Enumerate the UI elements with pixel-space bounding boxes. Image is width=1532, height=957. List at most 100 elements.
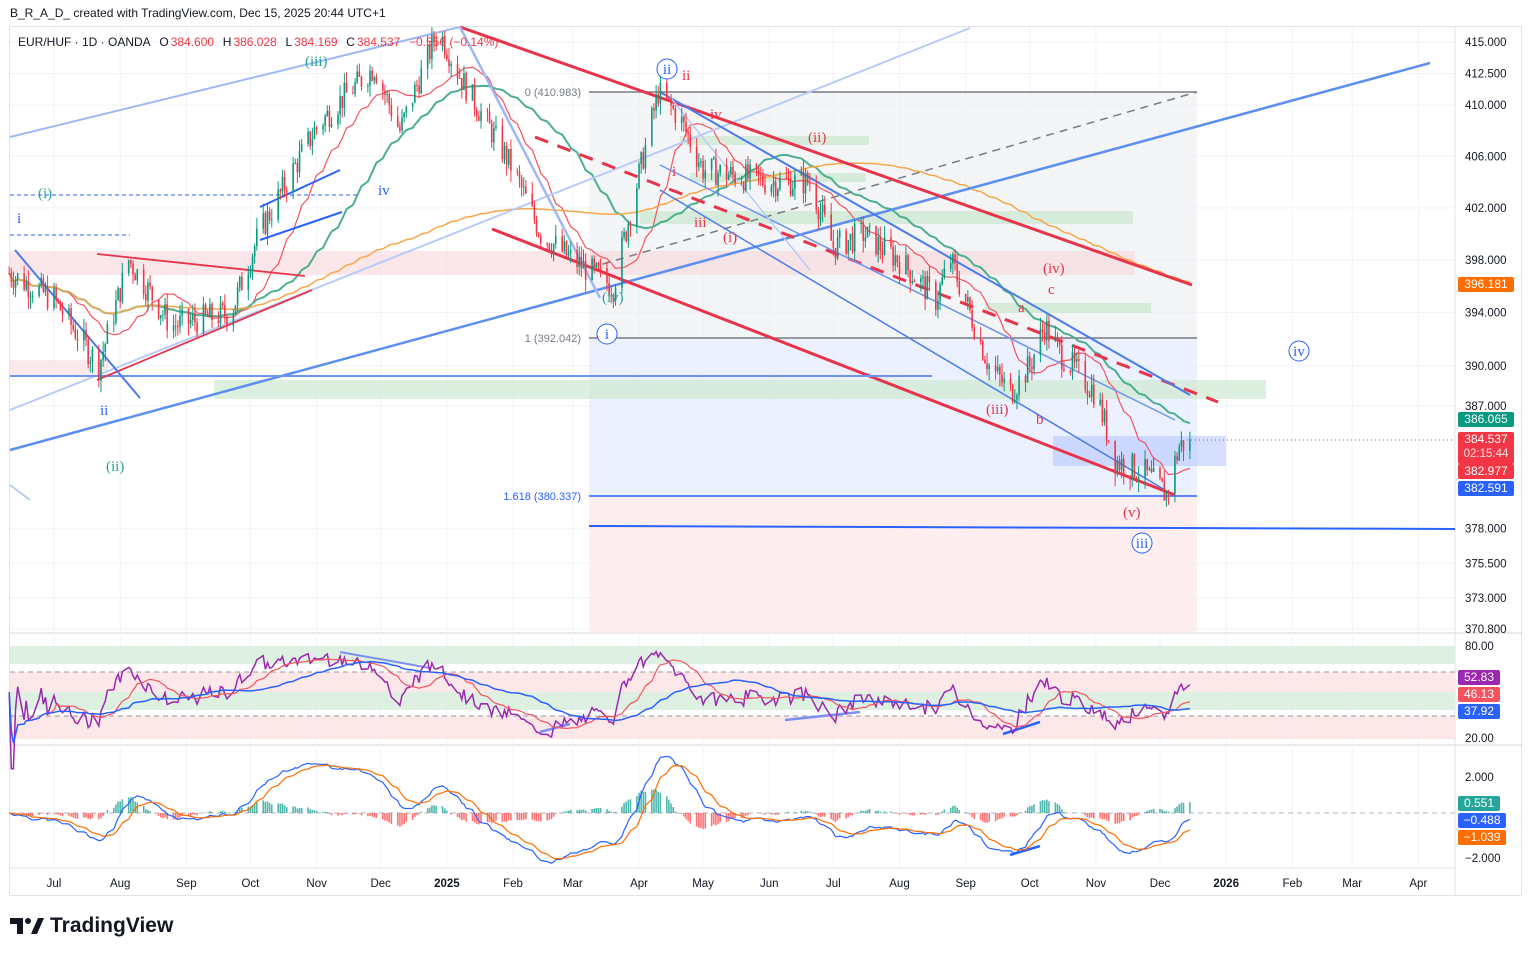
candle[interactable] [967, 290, 969, 310]
candle[interactable] [1009, 372, 1012, 391]
candle[interactable] [937, 290, 939, 319]
candle[interactable] [734, 170, 736, 188]
candle[interactable] [91, 346, 94, 373]
candle[interactable] [356, 64, 358, 85]
candle[interactable] [226, 314, 228, 332]
candles[interactable] [8, 27, 1191, 507]
candle[interactable] [106, 320, 109, 345]
candle[interactable] [1114, 440, 1116, 487]
candle[interactable] [928, 265, 931, 292]
candle[interactable] [46, 275, 49, 311]
candle[interactable] [821, 194, 824, 223]
wave-label[interactable]: (iv) [1043, 261, 1065, 277]
candle[interactable] [952, 251, 954, 275]
candle[interactable] [905, 245, 907, 275]
candle[interactable] [862, 216, 865, 253]
candle[interactable] [1144, 450, 1146, 489]
channel-lower-red[interactable] [491, 227, 1176, 497]
candle[interactable] [307, 127, 309, 147]
candle[interactable] [480, 103, 482, 129]
candle[interactable] [251, 253, 254, 281]
candle[interactable] [89, 356, 92, 373]
candle[interactable] [1054, 325, 1057, 342]
candle[interactable] [1058, 337, 1061, 354]
candle[interactable] [794, 169, 796, 200]
candle[interactable] [531, 182, 534, 208]
trendline[interactable] [9, 27, 971, 411]
candle[interactable] [358, 63, 361, 78]
candle[interactable] [486, 107, 489, 122]
candle[interactable] [1189, 431, 1191, 460]
candle[interactable] [181, 301, 183, 326]
candle[interactable] [806, 170, 809, 186]
candle[interactable] [809, 172, 811, 192]
candle[interactable] [710, 158, 713, 181]
candle[interactable] [973, 323, 976, 341]
candle[interactable] [25, 275, 28, 292]
candle[interactable] [875, 225, 877, 257]
candle[interactable] [119, 287, 121, 309]
candle[interactable] [465, 71, 467, 105]
candle[interactable] [411, 102, 414, 112]
candle[interactable] [994, 356, 997, 380]
candle[interactable] [458, 68, 461, 80]
wave-label[interactable]: iv [378, 183, 390, 199]
candle[interactable] [804, 168, 807, 203]
candle[interactable] [448, 47, 450, 74]
candle[interactable] [74, 320, 77, 341]
candle[interactable] [270, 208, 273, 228]
candle[interactable] [979, 326, 982, 345]
candle[interactable] [789, 171, 792, 198]
candle[interactable] [285, 186, 288, 203]
candle[interactable] [576, 242, 578, 274]
candle[interactable] [552, 243, 555, 262]
candle[interactable] [958, 270, 961, 297]
candle[interactable] [546, 242, 549, 252]
candle[interactable] [1163, 470, 1166, 501]
rsi-divergence-line[interactable] [339, 651, 431, 669]
candle[interactable] [567, 244, 570, 258]
symbol-label[interactable]: EUR/HUF · 1D · OANDA [18, 35, 151, 49]
candle[interactable] [463, 65, 465, 91]
zone[interactable] [680, 136, 869, 145]
candle[interactable] [1069, 369, 1072, 376]
trendline-blue[interactable] [259, 169, 341, 208]
candle[interactable] [121, 262, 124, 304]
rsi-divergence-line[interactable] [539, 722, 571, 734]
candle[interactable] [443, 31, 446, 59]
candle[interactable] [382, 79, 384, 101]
candle[interactable] [341, 96, 344, 118]
candle[interactable] [695, 138, 698, 178]
candle[interactable] [834, 248, 837, 266]
rsi-divergence-line[interactable] [1002, 720, 1041, 736]
candle[interactable] [501, 118, 504, 163]
candle[interactable] [890, 228, 892, 250]
candle[interactable] [702, 155, 704, 184]
candle[interactable] [495, 115, 497, 131]
candle[interactable] [433, 30, 435, 52]
candle[interactable] [326, 105, 329, 118]
candle[interactable] [1174, 450, 1176, 503]
trendline-red[interactable] [96, 289, 313, 381]
candle[interactable] [441, 32, 444, 52]
candle[interactable] [431, 27, 433, 70]
candle[interactable] [935, 279, 937, 316]
candle[interactable] [221, 301, 224, 310]
candle[interactable] [629, 221, 632, 237]
candle[interactable] [563, 235, 566, 255]
candle[interactable] [640, 151, 642, 174]
candle[interactable] [505, 142, 508, 176]
rsi-divergence-line[interactable] [784, 710, 861, 722]
candle[interactable] [112, 314, 115, 333]
candle[interactable] [416, 79, 418, 92]
candle[interactable] [151, 285, 154, 311]
wave-label[interactable]: i [605, 327, 609, 343]
candle[interactable] [913, 278, 916, 283]
wave-label[interactable]: ii [663, 62, 671, 78]
candle[interactable] [717, 169, 719, 197]
candle[interactable] [657, 85, 660, 107]
candle[interactable] [597, 261, 600, 270]
candle[interactable] [730, 161, 732, 178]
candle[interactable] [984, 355, 986, 364]
candle[interactable] [561, 228, 563, 253]
